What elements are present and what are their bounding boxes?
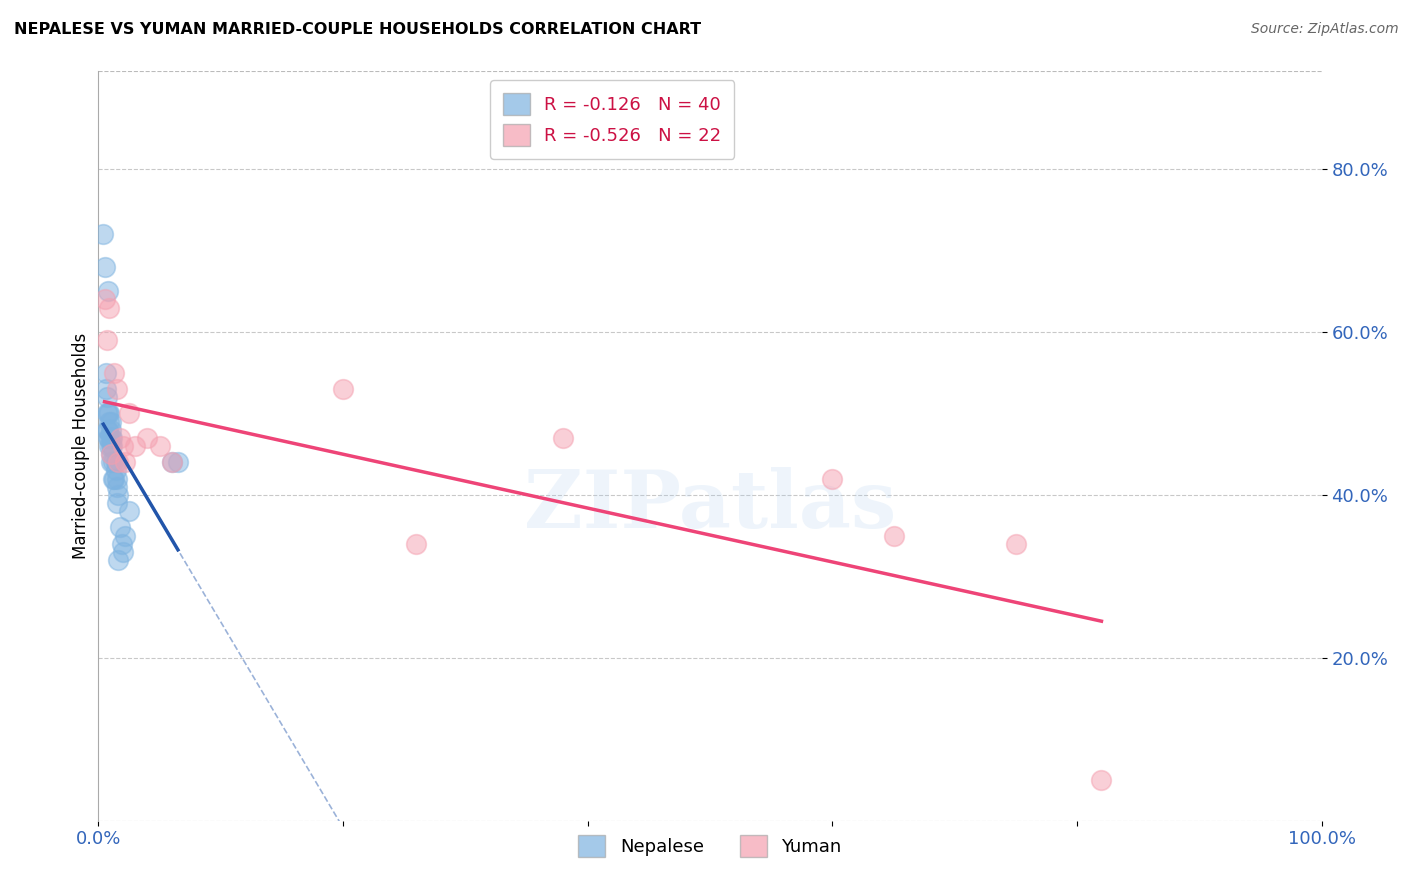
Point bbox=[98, 439, 121, 453]
Point bbox=[553, 431, 575, 445]
Y-axis label: Married-couple Households: Married-couple Households bbox=[72, 333, 90, 559]
Point bbox=[107, 455, 129, 469]
Legend: Nepalese, Yuman: Nepalese, Yuman bbox=[571, 828, 849, 864]
Text: Source: ZipAtlas.com: Source: ZipAtlas.com bbox=[1251, 22, 1399, 37]
Point bbox=[103, 366, 125, 380]
Point bbox=[103, 472, 125, 486]
Point bbox=[93, 260, 115, 274]
Point bbox=[97, 423, 120, 437]
Point bbox=[100, 423, 122, 437]
Point bbox=[96, 390, 118, 404]
Text: NEPALESE VS YUMAN MARRIED-COUPLE HOUSEHOLDS CORRELATION CHART: NEPALESE VS YUMAN MARRIED-COUPLE HOUSEHO… bbox=[14, 22, 702, 37]
Point bbox=[110, 431, 132, 445]
Point bbox=[332, 382, 354, 396]
Point bbox=[94, 382, 117, 396]
Point bbox=[105, 496, 128, 510]
Point bbox=[118, 504, 141, 518]
Point bbox=[100, 447, 122, 461]
Point bbox=[98, 431, 121, 445]
Point bbox=[107, 553, 129, 567]
Point bbox=[101, 455, 124, 469]
Point bbox=[93, 293, 115, 307]
Point bbox=[160, 455, 183, 469]
Point bbox=[96, 333, 118, 347]
Point bbox=[124, 439, 146, 453]
Point bbox=[1004, 537, 1026, 551]
Point bbox=[114, 455, 136, 469]
Point bbox=[100, 431, 122, 445]
Point bbox=[100, 455, 122, 469]
Point bbox=[97, 431, 120, 445]
Point bbox=[104, 455, 127, 469]
Point bbox=[100, 415, 122, 429]
Point bbox=[97, 285, 120, 299]
Point bbox=[101, 431, 124, 445]
Point bbox=[100, 439, 122, 453]
Point bbox=[1090, 772, 1112, 787]
Point bbox=[111, 537, 134, 551]
Point bbox=[101, 439, 124, 453]
Point bbox=[100, 447, 122, 461]
Point bbox=[111, 545, 134, 559]
Point bbox=[883, 528, 905, 542]
Point bbox=[98, 301, 121, 315]
Point bbox=[405, 537, 427, 551]
Point bbox=[118, 406, 141, 420]
Point bbox=[114, 528, 136, 542]
Point bbox=[94, 366, 117, 380]
Text: ZIPatlas: ZIPatlas bbox=[524, 467, 896, 545]
Point bbox=[107, 488, 129, 502]
Point bbox=[96, 423, 118, 437]
Point bbox=[111, 439, 134, 453]
Point bbox=[167, 455, 190, 469]
Point bbox=[136, 431, 159, 445]
Point bbox=[91, 227, 114, 242]
Point bbox=[160, 455, 183, 469]
Point bbox=[96, 406, 118, 420]
Point bbox=[98, 415, 121, 429]
Point bbox=[98, 406, 121, 420]
Point bbox=[105, 382, 128, 396]
Point bbox=[105, 480, 128, 494]
Point bbox=[149, 439, 172, 453]
Point bbox=[821, 472, 844, 486]
Point bbox=[101, 472, 124, 486]
Point bbox=[110, 520, 132, 534]
Point bbox=[104, 463, 127, 477]
Point bbox=[105, 472, 128, 486]
Point bbox=[97, 406, 120, 420]
